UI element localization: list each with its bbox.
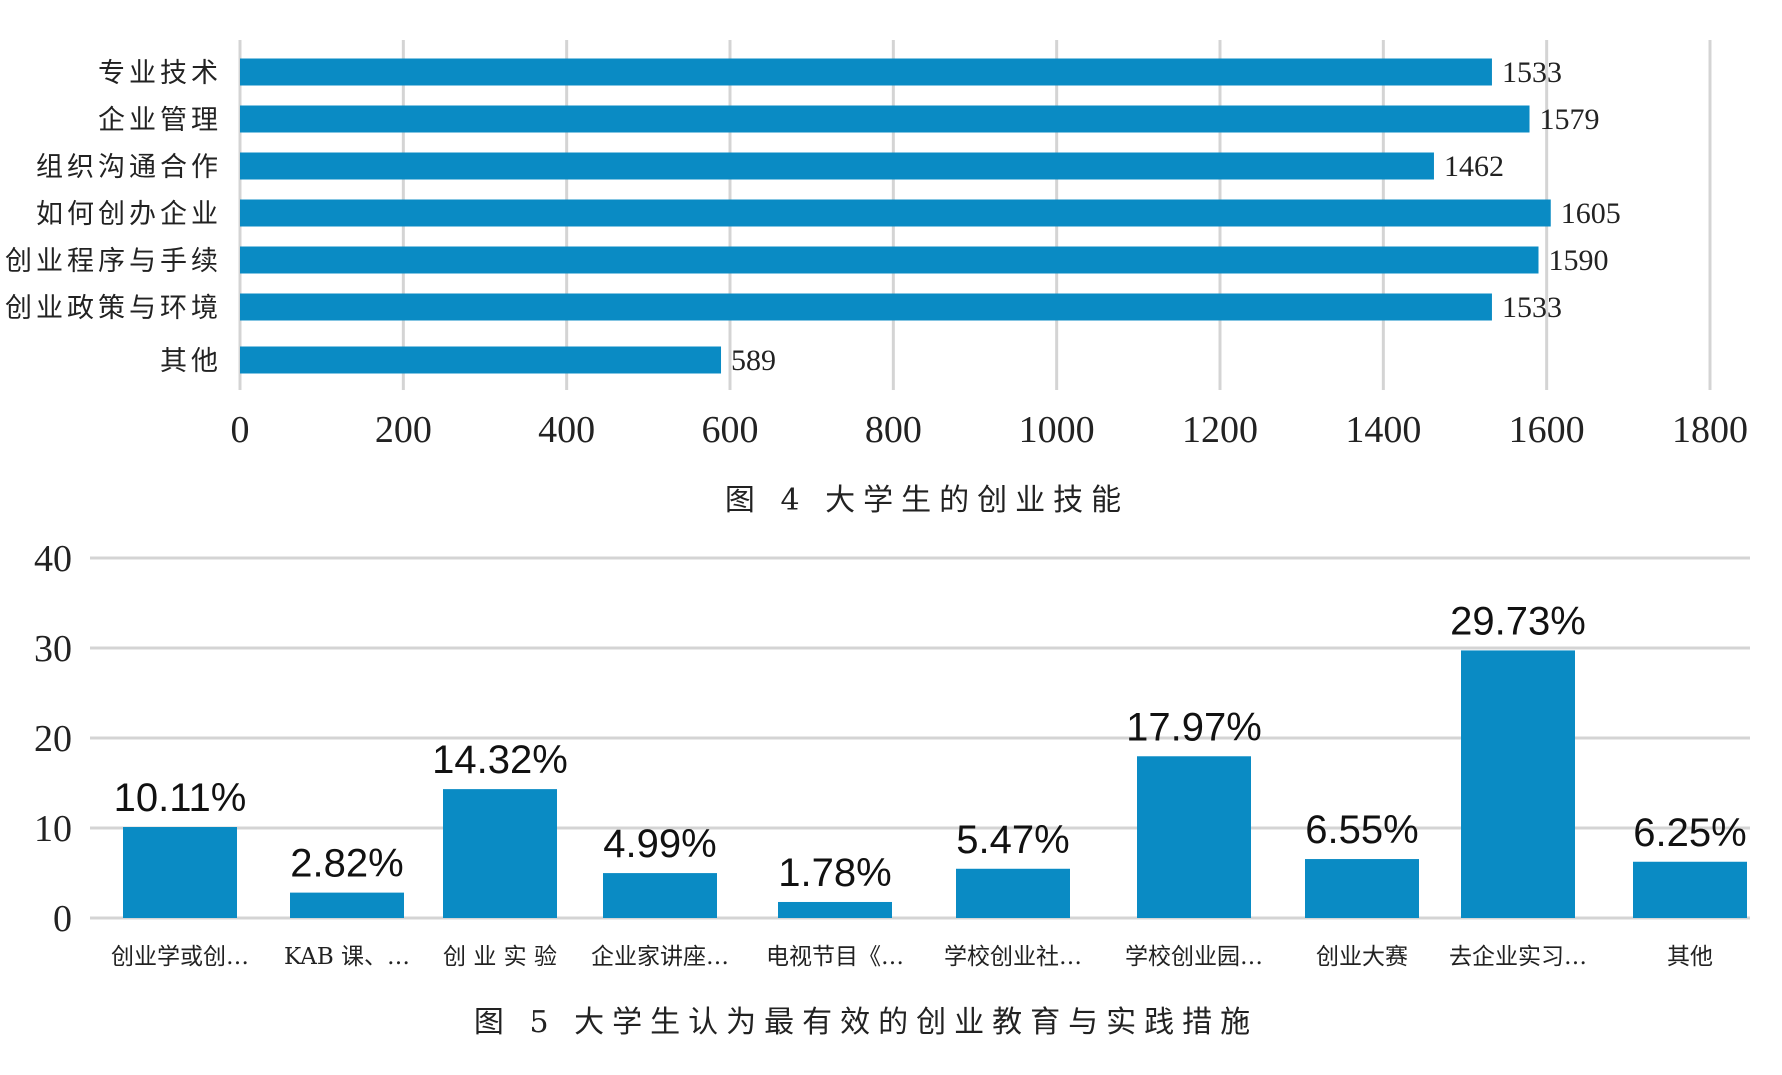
c2-value-label: 29.73% <box>1450 599 1586 643</box>
c1-value-label: 1579 <box>1540 103 1600 136</box>
c2-bar <box>1305 859 1419 918</box>
c1-bar <box>240 293 1492 321</box>
c2-tick-label: 30 <box>34 628 72 670</box>
c2-category-labels: 创业学或创… KAB 课、… 创 业 实 验 企业家讲座… 电视节目《… 学校创业社… 学校… <box>111 944 1713 970</box>
c2-value-label: 6.25% <box>1633 811 1746 855</box>
c2-category-label: KAB 课、… <box>284 944 410 970</box>
c1-bar <box>240 246 1539 274</box>
c1-caption: 图 4 大学生的创业技能 <box>725 483 1129 518</box>
c1-tick-labels: 0 200 400 600 800 1000 1200 1400 1600 1800 <box>231 409 1749 451</box>
c2-bar <box>1633 861 1747 918</box>
c2-caption: 图 5 大学生认为最有效的创业教育与实践措施 <box>474 1005 1258 1040</box>
c2-category-label: 创 业 实 验 <box>443 944 557 970</box>
c1-bar <box>240 199 1551 227</box>
c2-category-label: 其他 <box>1667 944 1713 970</box>
c2-bar <box>1461 650 1575 918</box>
c2-bar <box>1137 756 1251 918</box>
c2-bar <box>443 789 557 918</box>
c1-tick-label: 400 <box>538 409 595 451</box>
c2-value-labels: 10.11% 2.82% 14.32% 4.99% 1.78% 5.47% 17.97% 6.… <box>114 599 1747 895</box>
c1-value-labels: 1533 1579 1462 1605 1590 1533 589 <box>731 56 1621 377</box>
c2-value-label: 1.78% <box>778 851 891 895</box>
c1-value-label: 1533 <box>1502 291 1562 324</box>
c1-tick-label: 600 <box>702 409 759 451</box>
c2-value-label: 6.55% <box>1305 808 1418 852</box>
c1-value-label: 1590 <box>1549 244 1609 277</box>
c2-value-label: 17.97% <box>1126 705 1262 749</box>
c1-bars <box>240 58 1551 374</box>
c1-category-label: 企业管理 <box>98 105 222 136</box>
c1-tick-label: 1000 <box>1019 409 1095 451</box>
c1-category-label: 如何创办企业 <box>36 199 222 230</box>
c1-value-label: 1605 <box>1561 197 1621 230</box>
c2-value-label: 2.82% <box>290 842 403 886</box>
c2-category-label: 创业大赛 <box>1316 944 1408 970</box>
c1-tick-label: 200 <box>375 409 432 451</box>
c2-bars <box>123 650 1747 918</box>
c1-value-label: 589 <box>731 344 776 377</box>
c1-tick-label: 1200 <box>1182 409 1258 451</box>
c1-bar <box>240 58 1492 86</box>
c2-tick-label: 0 <box>53 898 72 940</box>
c1-category-label: 专业技术 <box>98 58 222 89</box>
c1-tick-label: 1800 <box>1672 409 1748 451</box>
c2-bar <box>778 901 892 918</box>
c1-tick-label: 1600 <box>1509 409 1585 451</box>
c2-category-label: 去企业实习… <box>1449 944 1587 970</box>
c2-category-label: 电视节目《… <box>766 944 904 970</box>
c2-category-label: 企业家讲座… <box>591 944 729 970</box>
c1-category-label: 组织沟通合作 <box>36 152 222 183</box>
c1-tick-label: 800 <box>865 409 922 451</box>
c2-value-label: 10.11% <box>114 776 247 820</box>
c1-category-label: 其他 <box>160 346 222 377</box>
c2-tick-label: 10 <box>34 808 72 850</box>
c1-category-label: 创业政策与环境 <box>5 293 222 324</box>
c2-tick-label: 20 <box>34 718 72 760</box>
c1-bar <box>240 152 1434 180</box>
c2-value-label: 5.47% <box>956 818 1069 862</box>
c2-bar <box>290 892 404 918</box>
c2-tick-label: 40 <box>34 538 72 580</box>
c1-bar <box>240 105 1530 133</box>
c2-category-label: 创业学或创… <box>111 944 249 970</box>
c2-bar <box>123 827 237 918</box>
c1-tick-label: 0 <box>231 409 250 451</box>
chart-measures: 10.11% 2.82% 14.32% 4.99% 1.78% 5.47% 17.97% 6.… <box>34 538 1750 1040</box>
c1-value-label: 1533 <box>1502 56 1562 89</box>
c2-tick-labels: 0 10 20 30 40 <box>34 538 72 940</box>
c2-bar <box>603 873 717 918</box>
c2-value-label: 14.32% <box>432 738 568 782</box>
c1-value-label: 1462 <box>1444 150 1504 183</box>
c2-value-label: 4.99% <box>603 822 716 866</box>
c1-category-label: 创业程序与手续 <box>5 246 222 277</box>
c2-bar <box>956 868 1070 918</box>
c2-category-label: 学校创业园… <box>1125 944 1263 970</box>
c1-bar <box>240 346 722 374</box>
c2-category-label: 学校创业社… <box>944 944 1082 970</box>
c1-tick-label: 1400 <box>1345 409 1421 451</box>
